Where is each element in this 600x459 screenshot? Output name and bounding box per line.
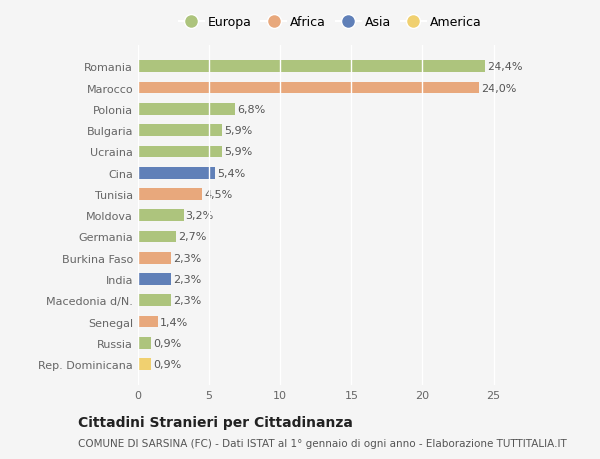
Bar bbox=[138, 168, 215, 179]
Text: 0,9%: 0,9% bbox=[153, 359, 181, 369]
Bar bbox=[138, 337, 151, 349]
Text: 5,4%: 5,4% bbox=[217, 168, 245, 178]
Text: 5,9%: 5,9% bbox=[224, 147, 252, 157]
Bar bbox=[138, 146, 222, 158]
Text: COMUNE DI SARSINA (FC) - Dati ISTAT al 1° gennaio di ogni anno - Elaborazione TU: COMUNE DI SARSINA (FC) - Dati ISTAT al 1… bbox=[78, 438, 567, 448]
Text: 6,8%: 6,8% bbox=[237, 105, 265, 115]
Bar bbox=[138, 104, 235, 116]
Legend: Europa, Africa, Asia, America: Europa, Africa, Asia, America bbox=[173, 11, 487, 34]
Text: 2,3%: 2,3% bbox=[173, 296, 201, 306]
Bar bbox=[138, 252, 171, 264]
Text: 24,4%: 24,4% bbox=[487, 62, 523, 72]
Text: Cittadini Stranieri per Cittadinanza: Cittadini Stranieri per Cittadinanza bbox=[78, 415, 353, 429]
Text: 2,3%: 2,3% bbox=[173, 274, 201, 285]
Text: 1,4%: 1,4% bbox=[160, 317, 188, 327]
Bar bbox=[138, 125, 222, 137]
Bar bbox=[138, 295, 171, 307]
Text: 4,5%: 4,5% bbox=[204, 190, 232, 200]
Text: 5,9%: 5,9% bbox=[224, 126, 252, 136]
Bar bbox=[138, 62, 485, 73]
Text: 2,3%: 2,3% bbox=[173, 253, 201, 263]
Text: 0,9%: 0,9% bbox=[153, 338, 181, 348]
Bar bbox=[138, 274, 171, 285]
Bar bbox=[138, 210, 184, 222]
Text: 24,0%: 24,0% bbox=[481, 84, 517, 93]
Bar bbox=[138, 231, 176, 243]
Bar bbox=[138, 316, 158, 328]
Text: 2,7%: 2,7% bbox=[179, 232, 207, 242]
Bar bbox=[138, 189, 202, 200]
Text: 3,2%: 3,2% bbox=[185, 211, 214, 221]
Bar bbox=[138, 358, 151, 370]
Bar bbox=[138, 83, 479, 94]
